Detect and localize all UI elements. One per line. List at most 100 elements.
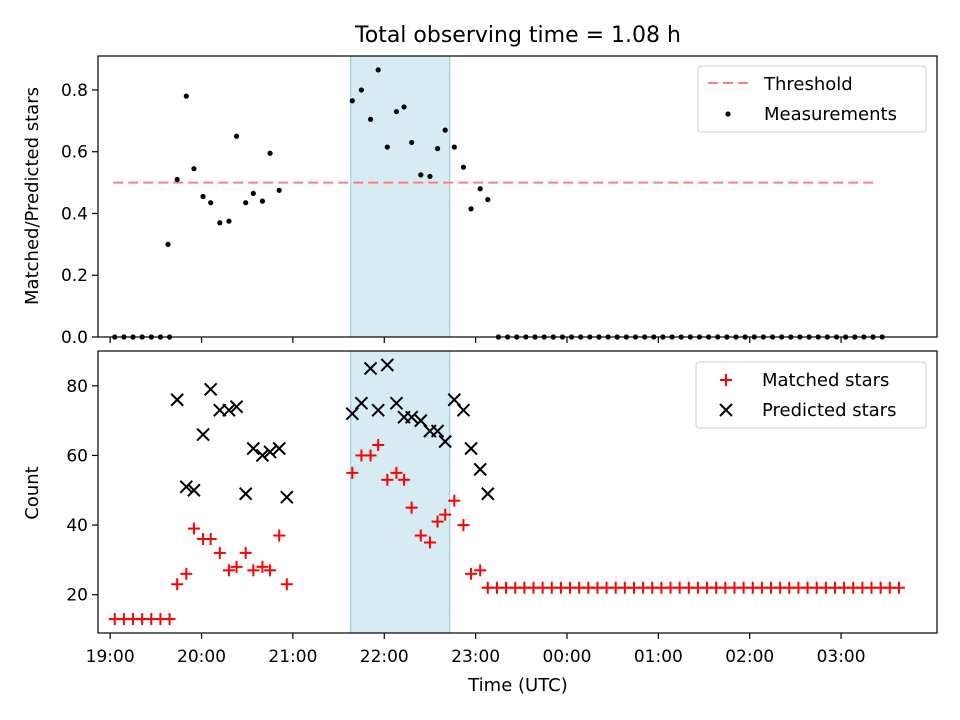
x-tick-label: 00:00 <box>542 647 591 667</box>
matched-stars-point <box>346 466 359 479</box>
measurement-point <box>191 166 197 172</box>
matched-stars-point <box>414 529 427 542</box>
predicted-stars-point <box>354 396 369 410</box>
measurement-point <box>267 150 273 156</box>
matched-stars-point <box>465 567 478 580</box>
matched-stars-point <box>474 564 487 577</box>
top-legend: Threshold Measurements <box>697 65 927 133</box>
measurement-point <box>358 87 365 93</box>
measurement-point <box>276 187 282 193</box>
y-tick-label: 0.0 <box>61 328 88 348</box>
measurement-point <box>418 172 424 178</box>
observing-interval-shade <box>350 350 451 634</box>
legend-predicted-label: Predicted stars <box>762 400 896 421</box>
predicted-stars-point <box>371 403 385 417</box>
predicted-stars-point <box>272 441 286 456</box>
predicted-stars-point <box>246 441 261 456</box>
measurement-point <box>349 98 355 104</box>
matched-stars-point <box>423 536 436 549</box>
matched-stars-point <box>222 564 235 577</box>
matched-stars-point <box>180 567 193 580</box>
measurement-point <box>367 116 374 122</box>
matched-stars-point <box>239 546 252 559</box>
matched-stars-point <box>364 449 377 462</box>
predicted-stars-point <box>380 358 395 372</box>
y-tick-label: 0.8 <box>61 81 88 101</box>
y-tick-label: 60 <box>66 446 88 466</box>
matched-stars-point <box>372 439 385 451</box>
measurement-point <box>259 198 266 204</box>
predicted-stars-point <box>430 424 445 438</box>
matched-stars-point <box>204 533 217 545</box>
y-tick-label: 0.6 <box>61 143 88 163</box>
y-tick-label: 20 <box>66 586 88 606</box>
predicted-stars-point <box>363 361 378 376</box>
measurement-point <box>174 176 180 183</box>
measurement-point <box>226 218 232 224</box>
measurement-point <box>375 67 381 73</box>
observing-interval-shade <box>350 55 451 338</box>
predicted-stars-point <box>456 403 471 417</box>
predicted-stars-point <box>255 448 270 463</box>
x-tick-label: 02:00 <box>725 647 774 667</box>
chart-title: Total observing time = 1.08 h <box>354 23 681 48</box>
matched-stars-point <box>213 546 226 559</box>
matched-stars-point <box>390 466 403 479</box>
bottom-panel: 20 40 60 80 19:00 20:00 21:00 22:00 23:00 00:00 0… <box>22 350 938 696</box>
y-tick-label: 40 <box>66 516 88 536</box>
measurement-point <box>485 196 491 203</box>
predicted-stars-point <box>473 462 487 477</box>
matched-stars-point <box>264 564 277 577</box>
measurement-point <box>468 206 474 212</box>
matched-stars-point <box>247 564 260 577</box>
x-tick-label: 03:00 <box>817 647 866 667</box>
predicted-stars-point <box>481 487 495 501</box>
measurement-point <box>384 144 390 150</box>
measurement-point <box>393 108 400 115</box>
legend-matched-swatch <box>720 374 732 386</box>
legend-measurements-swatch <box>725 111 731 117</box>
matched-stars-point <box>273 529 286 542</box>
legend-predicted-swatch <box>719 403 733 417</box>
matched-stars-point <box>448 494 461 507</box>
predicted-stars-point <box>222 403 236 417</box>
legend-matched-label: Matched stars <box>762 370 889 391</box>
predicted-stars-point <box>203 382 218 397</box>
predicted-stars-point <box>389 396 404 410</box>
predicted-stars-point <box>263 445 277 459</box>
x-tick-label: 22:00 <box>360 647 409 667</box>
matched-stars-point <box>398 473 411 486</box>
matched-stars-point <box>171 578 184 591</box>
top-y-axis-label: Matched/Predicted stars <box>22 87 43 305</box>
matched-stars-point <box>280 578 293 591</box>
measurement-point <box>250 190 256 197</box>
predicted-stars-point <box>280 490 294 504</box>
legend-threshold-label: Threshold <box>763 74 853 95</box>
x-tick-label: 21:00 <box>268 647 317 667</box>
measurement-point <box>427 173 433 180</box>
measurement-point <box>401 104 407 110</box>
matched-stars-point <box>405 501 418 514</box>
x-axis-label: Time (UTC) <box>467 675 568 696</box>
predicted-stars-point <box>464 441 478 456</box>
x-tick-label: 01:00 <box>634 647 683 667</box>
x-tick-label: 20:00 <box>177 647 226 667</box>
y-tick-label: 0.4 <box>61 204 88 224</box>
predicted-stars-point <box>438 434 452 449</box>
matched-stars-point <box>439 508 452 521</box>
measurement-point <box>477 186 483 192</box>
x-tick-label: 19:00 <box>86 647 135 667</box>
matched-stars-point <box>187 522 200 535</box>
matched-stars-point <box>230 560 243 573</box>
predicted-stars-point <box>187 483 201 497</box>
measurement-point <box>233 133 240 139</box>
matched-stars-point <box>431 515 444 528</box>
measurement-point <box>460 164 467 170</box>
y-tick-label: 0.2 <box>61 266 88 286</box>
measurement-point <box>409 139 415 146</box>
measurement-point <box>200 193 206 200</box>
measurement-point <box>165 241 171 247</box>
measurement-point <box>434 146 441 152</box>
predicted-stars-point <box>229 399 244 414</box>
measurement-point <box>183 93 189 99</box>
